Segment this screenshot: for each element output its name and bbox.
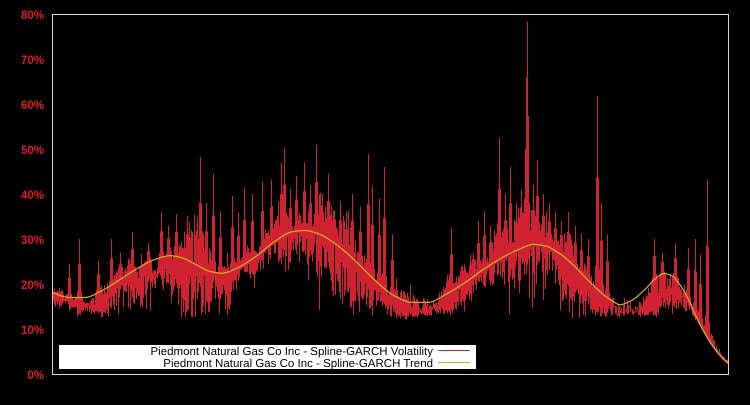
svg-text:10%: 10% [21,325,44,337]
svg-text:Piedmont Natural Gas Co Inc -: Piedmont Natural Gas Co Inc - Spline-GAR… [150,346,433,358]
svg-text:50%: 50% [21,145,44,157]
svg-text:30%: 30% [21,235,44,247]
svg-text:40%: 40% [21,190,44,202]
svg-text:80%: 80% [21,10,44,22]
svg-text:0%: 0% [27,370,44,382]
svg-text:Piedmont Natural Gas Co Inc -: Piedmont Natural Gas Co Inc - Spline-GAR… [163,358,433,370]
svg-text:70%: 70% [21,55,44,67]
svg-text:60%: 60% [21,100,44,112]
svg-text:20%: 20% [21,280,44,292]
